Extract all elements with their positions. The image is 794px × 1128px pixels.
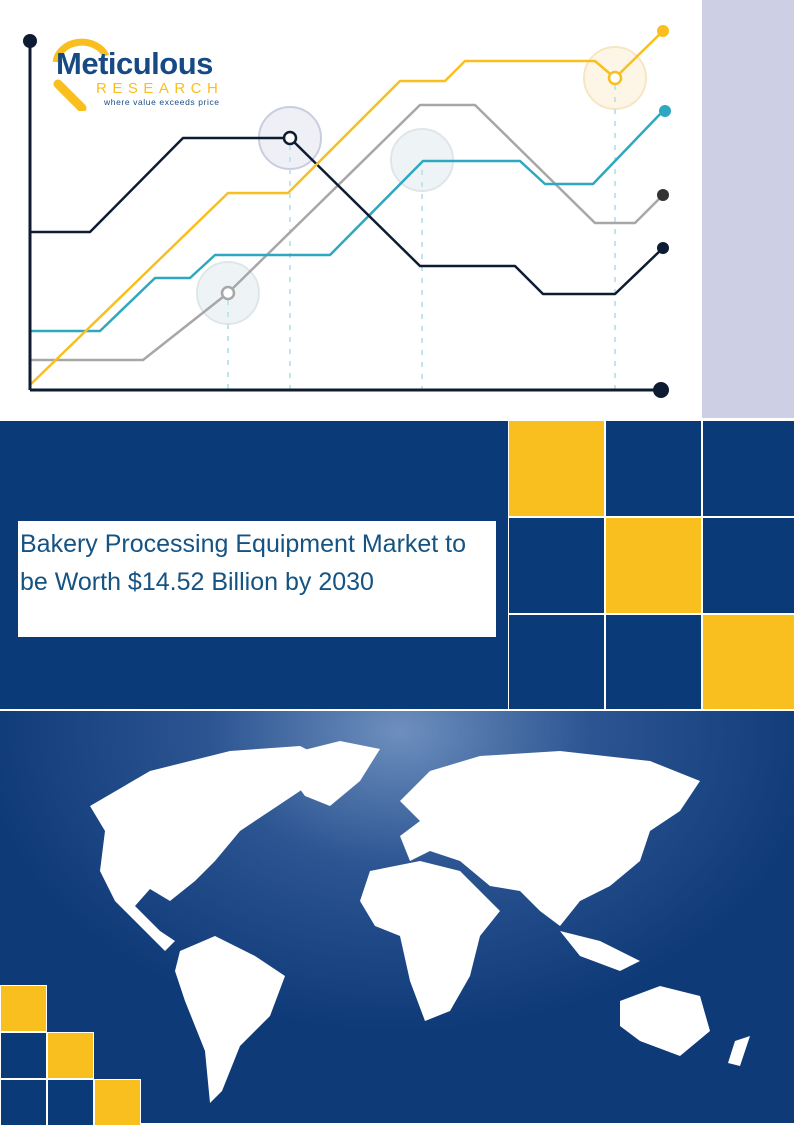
- europe-asia: [400, 751, 700, 926]
- axes: [28, 40, 661, 392]
- world-map-section: [0, 711, 794, 1123]
- yellow-line: [29, 30, 664, 386]
- teal-line: [30, 110, 664, 333]
- square-grid: [508, 421, 794, 709]
- dark-line: [30, 136, 664, 296]
- north-america: [90, 746, 330, 951]
- logo-sub: RESEARCH: [96, 80, 224, 97]
- greenland: [280, 741, 380, 806]
- dashed-guides: [227, 85, 616, 390]
- australia: [620, 986, 710, 1056]
- southeast-asia: [560, 931, 640, 971]
- gray-line: [30, 103, 664, 362]
- south-america: [175, 936, 285, 1103]
- report-title: Bakery Processing Equipment Market to be…: [20, 530, 467, 596]
- side-strip: [702, 0, 794, 418]
- corner-squares: [0, 985, 146, 1126]
- title-box: Bakery Processing Equipment Market to be…: [18, 521, 496, 637]
- logo-tagline: where value exceeds price: [104, 97, 220, 107]
- africa: [360, 861, 500, 1021]
- decorative-line-chart: [23, 25, 671, 398]
- new-zealand: [728, 1036, 750, 1066]
- world-map: [90, 741, 750, 1103]
- logo-name: Meticulous: [56, 46, 213, 81]
- meticulous-research-logo: Meticulous RESEARCH where value exceeds …: [48, 36, 258, 111]
